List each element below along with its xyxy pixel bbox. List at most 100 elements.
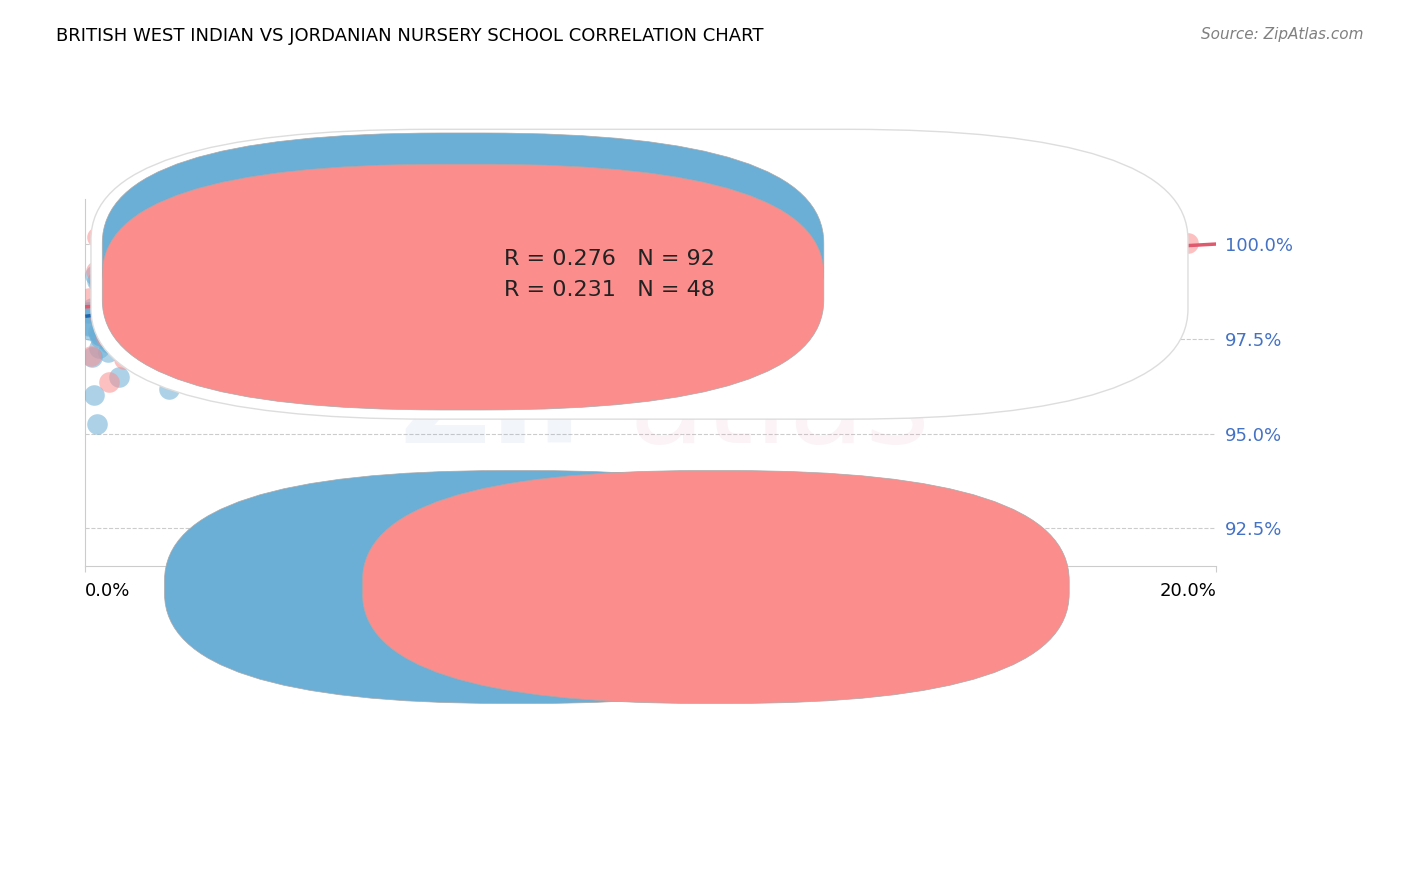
Point: [353, 280, 375, 294]
Point: [636, 234, 658, 248]
Point: [284, 271, 307, 285]
Point: [236, 301, 259, 316]
Point: [429, 244, 451, 259]
Point: [257, 244, 280, 259]
Point: [195, 234, 218, 248]
Point: [728, 234, 751, 248]
Point: [86, 417, 108, 431]
Point: [77, 306, 100, 320]
Point: [537, 234, 560, 248]
Point: [79, 305, 101, 319]
Point: [117, 262, 139, 277]
Point: [131, 253, 153, 268]
FancyBboxPatch shape: [103, 164, 824, 410]
Point: [96, 303, 118, 318]
Point: [276, 318, 298, 333]
Text: R = 0.231   N = 48: R = 0.231 N = 48: [503, 280, 714, 300]
Point: [138, 360, 160, 375]
FancyBboxPatch shape: [91, 129, 1188, 419]
Point: [87, 325, 110, 339]
Point: [80, 350, 103, 364]
Y-axis label: Nursery School: Nursery School: [0, 314, 8, 450]
Point: [97, 344, 120, 359]
Point: [253, 278, 276, 293]
Point: [124, 351, 146, 366]
Point: [131, 301, 153, 315]
Point: [87, 341, 110, 355]
Point: [648, 234, 671, 248]
Point: [94, 294, 117, 309]
Point: [103, 310, 125, 325]
Point: [176, 334, 198, 349]
Point: [98, 234, 121, 248]
Point: [97, 335, 120, 350]
Point: [742, 278, 765, 293]
Point: [89, 295, 111, 310]
Point: [648, 234, 671, 248]
Point: [84, 264, 107, 278]
Point: [89, 331, 111, 345]
Point: [89, 276, 111, 290]
Point: [333, 234, 356, 248]
Point: [103, 310, 125, 325]
Point: [299, 315, 322, 329]
Point: [121, 305, 143, 319]
Point: [312, 266, 335, 280]
Point: [142, 321, 165, 335]
Point: [259, 342, 281, 356]
Point: [98, 375, 121, 389]
Point: [692, 248, 714, 262]
Point: [311, 248, 333, 262]
Point: [309, 272, 332, 286]
Point: [105, 248, 128, 262]
Point: [138, 297, 160, 311]
Point: [105, 236, 128, 251]
Point: [136, 236, 159, 251]
Point: [111, 310, 134, 325]
Point: [89, 310, 111, 325]
Point: [86, 274, 108, 288]
Point: [291, 262, 314, 277]
Point: [84, 268, 107, 282]
Point: [115, 320, 138, 334]
Text: Source: ZipAtlas.com: Source: ZipAtlas.com: [1201, 27, 1364, 42]
Point: [93, 318, 115, 332]
Point: [77, 318, 100, 333]
Point: [437, 277, 460, 291]
Point: [302, 288, 325, 302]
Point: [194, 339, 217, 353]
Point: [700, 234, 723, 248]
Point: [112, 352, 135, 367]
Point: [412, 297, 434, 311]
FancyBboxPatch shape: [103, 133, 824, 379]
Point: [163, 300, 186, 314]
Point: [77, 291, 100, 305]
Point: [96, 293, 118, 308]
Point: [673, 288, 696, 302]
Point: [1177, 235, 1199, 250]
Point: [83, 388, 105, 402]
Point: [181, 297, 204, 311]
Point: [260, 253, 283, 268]
Point: [114, 308, 136, 322]
Text: BRITISH WEST INDIAN VS JORDANIAN NURSERY SCHOOL CORRELATION CHART: BRITISH WEST INDIAN VS JORDANIAN NURSERY…: [56, 27, 763, 45]
FancyBboxPatch shape: [363, 470, 1069, 704]
Point: [80, 349, 103, 363]
Point: [453, 265, 475, 279]
Point: [100, 308, 122, 322]
Point: [593, 234, 616, 248]
Point: [79, 323, 101, 337]
Point: [226, 349, 249, 363]
Point: [148, 333, 170, 347]
Point: [146, 244, 169, 259]
Text: ZIP: ZIP: [399, 348, 628, 468]
Point: [128, 311, 150, 326]
Point: [211, 305, 233, 319]
Point: [120, 276, 142, 290]
Point: [94, 315, 117, 329]
Point: [179, 358, 201, 372]
Point: [82, 301, 104, 315]
Point: [101, 326, 124, 341]
Point: [247, 234, 270, 248]
Point: [117, 253, 139, 268]
